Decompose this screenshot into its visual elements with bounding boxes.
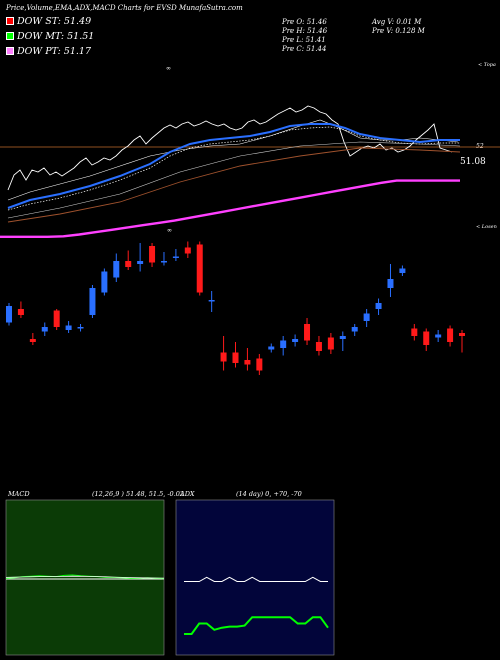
candle-body — [208, 300, 215, 302]
adx-panel — [175, 499, 335, 656]
candle-body — [160, 261, 167, 263]
candle-body — [280, 340, 287, 348]
candle-body — [304, 324, 311, 341]
macd-label: MACD — [8, 490, 30, 498]
marker-mid: ∞ — [167, 227, 172, 234]
price-white-line — [7, 105, 453, 191]
candle-body — [244, 360, 251, 365]
signal-line — [5, 575, 165, 579]
candle-body — [17, 309, 24, 315]
pre-high: Pre H: 51.46 — [282, 27, 328, 35]
avg-volume: Avg V: 0.01 M — [372, 18, 422, 26]
pre-low: Pre L: 51.41 — [282, 36, 326, 44]
candle-body — [268, 346, 275, 350]
chart-title: Price,Volume,EMA,ADX,MACD Charts for EVS… — [6, 4, 243, 12]
upper-tag: < Topa — [478, 62, 496, 68]
marker-top: ∞ — [166, 65, 171, 72]
candle-body — [113, 261, 120, 278]
plus-di-line — [184, 616, 329, 635]
candle-body — [292, 339, 299, 342]
candle-body — [125, 261, 132, 267]
candle-body — [363, 313, 370, 321]
ema-white-dotted — [7, 126, 460, 211]
candle-body — [101, 271, 108, 293]
adx-params: (14 day) 0, +70, -70 — [236, 490, 302, 498]
candle-body — [89, 288, 96, 315]
pre-open: Pre O: 51.46 — [282, 18, 327, 26]
legend-dow-mt-label: DOW MT: 51.51 — [17, 31, 95, 42]
macd-params: (12,26,9 ) 51.48, 51.5, -0.02 — [92, 490, 185, 498]
candle-body — [327, 337, 334, 350]
pre-close: Pre C: 51.44 — [282, 45, 327, 53]
candle-body — [411, 328, 418, 336]
adx-line — [184, 576, 328, 582]
candle-body — [65, 325, 72, 330]
price-white-line-2 — [7, 119, 459, 201]
candle-body — [137, 261, 144, 264]
candle-body — [6, 306, 12, 323]
candle-body — [77, 327, 84, 329]
legend-dow-mt: DOW MT: 51.51 — [6, 31, 94, 42]
candle-body — [232, 352, 239, 363]
candle-body — [351, 327, 358, 332]
legend-swatch-green — [6, 32, 14, 40]
ema-white-line-3 — [7, 141, 461, 219]
dow-pt-line — [0, 179, 460, 239]
candle-body — [459, 333, 465, 336]
candle-body — [41, 327, 48, 332]
legend-dow-pt-label: DOW PT: 51.17 — [17, 46, 91, 57]
adx-label: ADX — [180, 490, 195, 498]
legend-dow-pt: DOW PT: 51.17 — [6, 46, 91, 57]
candle-body — [315, 342, 322, 351]
legend-dow-st: DOW ST: 51.49 — [6, 16, 91, 27]
candle-body — [184, 247, 191, 254]
candle-body — [29, 339, 36, 342]
candle-body — [256, 358, 263, 371]
candle-body — [149, 246, 156, 263]
candle-body — [172, 256, 179, 258]
ema-brown-line — [7, 147, 461, 223]
candle-body — [435, 334, 442, 338]
candle-body — [399, 268, 406, 273]
moving-average-lines — [7, 105, 461, 223]
legend-swatch-pink — [6, 47, 14, 55]
candle-body — [447, 328, 454, 342]
candle-body — [375, 303, 382, 309]
pre-volume: Pre V: 0.128 M — [372, 27, 425, 35]
legend-dow-st-label: DOW ST: 51.49 — [17, 16, 92, 27]
lower-tag: < Losen — [476, 224, 497, 230]
ema-blue-line — [7, 123, 460, 209]
price-tag: 51.08 — [460, 157, 486, 167]
candle-body — [220, 352, 227, 362]
candle-body — [339, 336, 346, 339]
candle-body — [423, 331, 430, 345]
level-tag: 52 — [476, 143, 484, 150]
candle-body — [196, 244, 203, 293]
candlesticks — [6, 241, 465, 375]
legend-swatch-red — [6, 17, 14, 25]
candle-body — [387, 279, 394, 288]
candle-body — [53, 310, 60, 327]
